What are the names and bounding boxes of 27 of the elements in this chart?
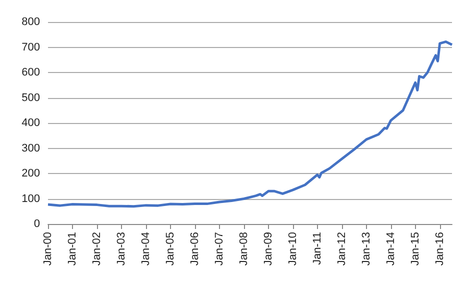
x-tick-label: Jan-12	[336, 232, 348, 266]
y-tick-label: 600	[22, 66, 40, 78]
line-series	[46, 40, 454, 208]
x-tick-label: Jan-13	[360, 232, 372, 266]
x-tick-label: Jan-03	[115, 232, 128, 266]
y-tick-label: 800	[22, 16, 40, 28]
y-tick-label: 0	[34, 218, 40, 230]
x-tick-label: Jan-06	[188, 232, 201, 266]
x-tick-label: Jan-07	[213, 232, 226, 266]
x-tick-label: Jan-08	[238, 232, 250, 266]
y-tick-label: 100	[22, 192, 40, 205]
x-tick-label: Jan-11	[311, 232, 324, 265]
y-tick-label: 200	[22, 168, 40, 180]
x-tick-label: Jan-15	[409, 232, 422, 266]
x-tick-label: Jan-05	[164, 232, 176, 266]
y-tick-label: 300	[22, 142, 40, 154]
x-tick-label: Jan-09	[262, 232, 274, 266]
x-tick-label: Jan-10	[286, 232, 299, 266]
y-tick-label: 700	[22, 41, 40, 54]
y-tick-label: 400	[22, 117, 40, 129]
x-tick-label: Jan-01	[66, 232, 79, 266]
y-tick-label: 500	[22, 92, 40, 104]
x-tick-label: Jan-02	[91, 232, 104, 266]
x-tick-label: Jan-04	[140, 232, 152, 266]
x-tick-label: Jan-14	[384, 232, 397, 266]
x-tick-label: Jan-16	[434, 232, 446, 266]
x-tick-label: Jan-00	[42, 232, 54, 266]
